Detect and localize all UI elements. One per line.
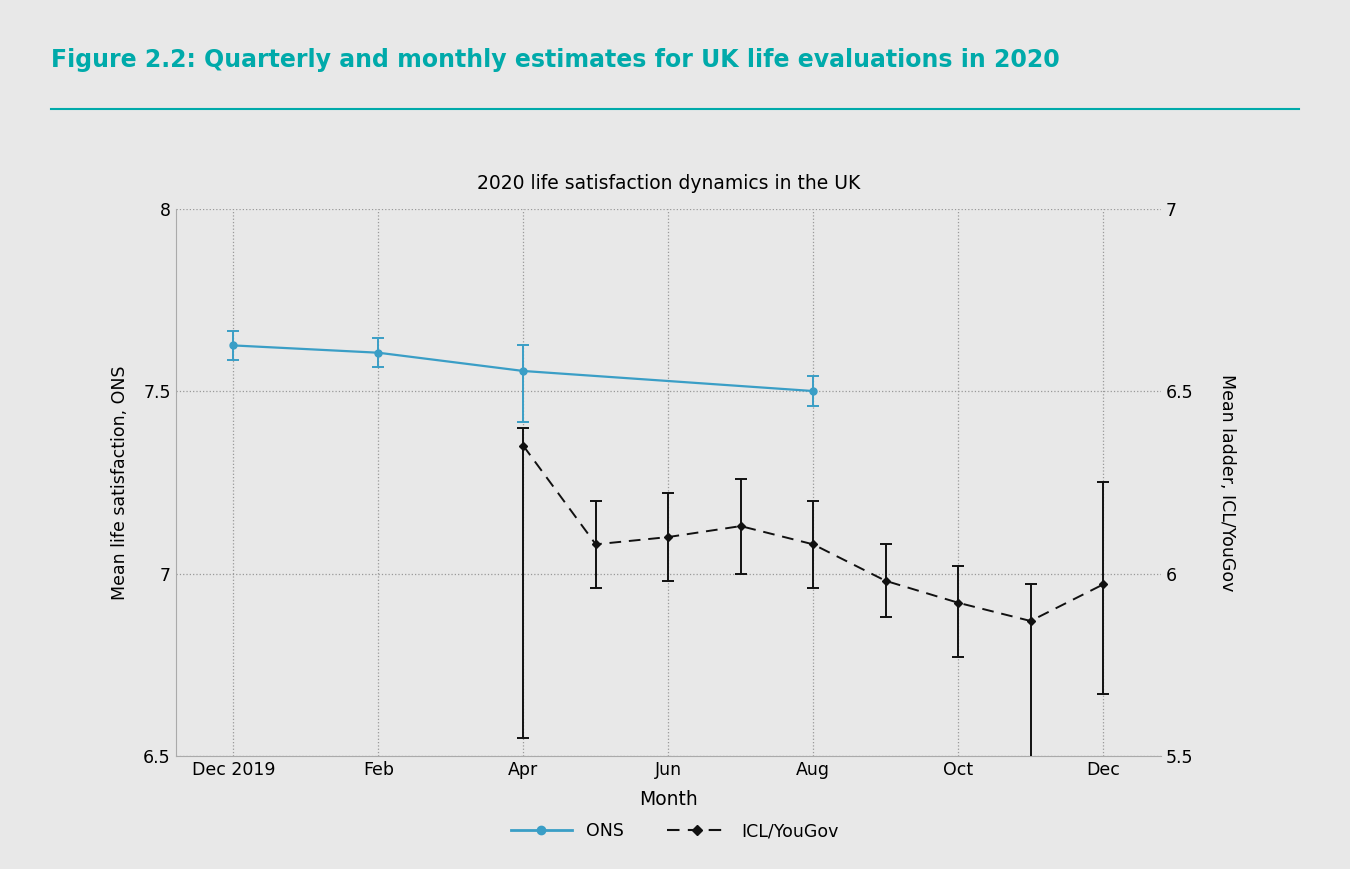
Title: 2020 life satisfaction dynamics in the UK: 2020 life satisfaction dynamics in the U… bbox=[477, 174, 860, 193]
X-axis label: Month: Month bbox=[639, 790, 698, 809]
Y-axis label: Mean life satisfaction, ONS: Mean life satisfaction, ONS bbox=[111, 365, 130, 600]
Y-axis label: Mean ladder, ICL/YouGov: Mean ladder, ICL/YouGov bbox=[1219, 374, 1237, 591]
Text: Figure 2.2: Quarterly and monthly estimates for UK life evaluations in 2020: Figure 2.2: Quarterly and monthly estima… bbox=[51, 48, 1060, 72]
Legend: ONS, ICL/YouGov: ONS, ICL/YouGov bbox=[504, 815, 846, 847]
